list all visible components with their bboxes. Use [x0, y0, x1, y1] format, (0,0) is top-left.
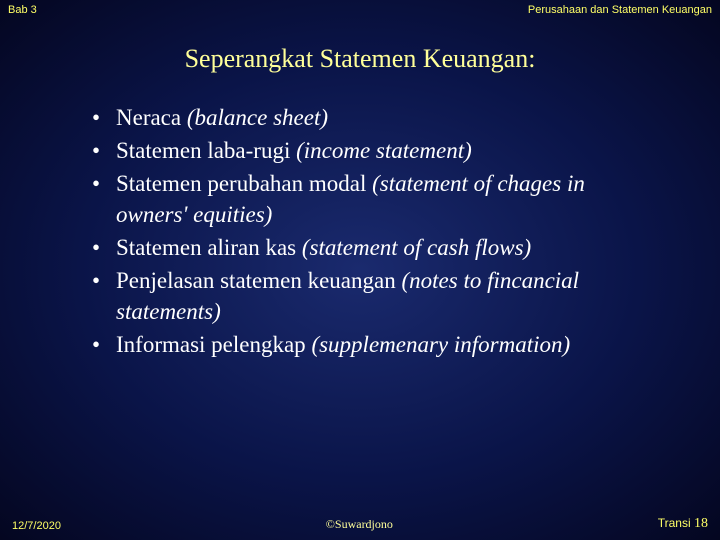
- list-item: • Informasi pelengkap (supplemenary info…: [90, 329, 660, 360]
- list-item: • Penjelasan statemen keuangan (notes to…: [90, 265, 660, 327]
- bullet-dot: •: [90, 168, 116, 199]
- footer-page: Transi 18: [658, 516, 708, 532]
- list-item: • Neraca (balance sheet): [90, 102, 660, 133]
- list-item-text: Neraca (balance sheet): [116, 102, 660, 133]
- bullet-dot: •: [90, 265, 116, 296]
- list-item-text: Statemen aliran kas (statement of cash f…: [116, 232, 660, 263]
- bullet-list: • Neraca (balance sheet) • Statemen laba…: [90, 102, 660, 360]
- list-item: • Statemen aliran kas (statement of cash…: [90, 232, 660, 263]
- list-item-text: Statemen perubahan modal (statement of c…: [116, 168, 660, 230]
- slide: Bab 3 Perusahaan dan Statemen Keuangan S…: [0, 0, 720, 540]
- footer-copyright: ©Suwardjono: [326, 517, 393, 532]
- chapter-label: Bab 3: [8, 4, 37, 16]
- list-item-text: Penjelasan statemen keuangan (notes to f…: [116, 265, 660, 327]
- doc-title: Perusahaan dan Statemen Keuangan: [528, 4, 712, 16]
- header: Bab 3 Perusahaan dan Statemen Keuangan: [0, 0, 720, 16]
- footer: 12/7/2020 ©Suwardjono Transi 18: [0, 516, 720, 532]
- list-item: • Statemen perubahan modal (statement of…: [90, 168, 660, 230]
- slide-title: Seperangkat Statemen Keuangan:: [0, 44, 720, 74]
- footer-date: 12/7/2020: [12, 520, 61, 532]
- list-item-text: Statemen laba-rugi (income statement): [116, 135, 660, 166]
- list-item-text: Informasi pelengkap (supplemenary inform…: [116, 329, 660, 360]
- list-item: • Statemen laba-rugi (income statement): [90, 135, 660, 166]
- bullet-dot: •: [90, 232, 116, 263]
- bullet-dot: •: [90, 135, 116, 166]
- bullet-dot: •: [90, 329, 116, 360]
- bullet-dot: •: [90, 102, 116, 133]
